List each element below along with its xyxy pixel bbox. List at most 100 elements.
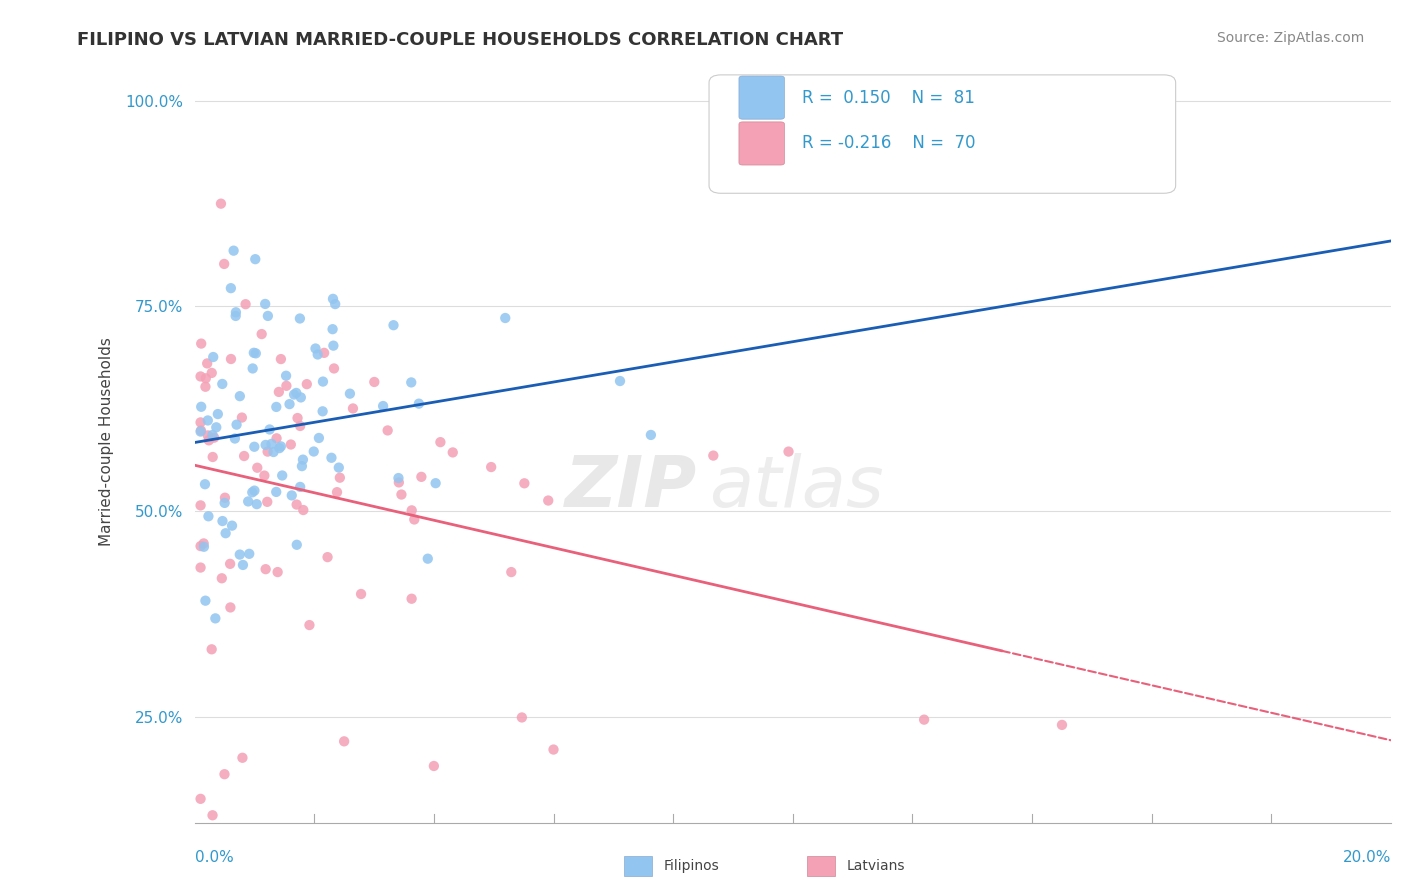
Point [254, 562, 277, 576]
Point [214, 496, 236, 510]
Point [291, 459, 314, 474]
Point [194, 477, 217, 491]
Point [316, 550, 339, 565]
Point [207, 407, 229, 421]
Text: R = -0.216    N =  70: R = -0.216 N = 70 [803, 135, 976, 153]
Point [232, 558, 254, 572]
Point [246, 460, 269, 475]
Point [342, 401, 364, 416]
Point [243, 346, 266, 360]
Point [543, 742, 565, 756]
Point [276, 379, 298, 393]
Point [401, 591, 423, 606]
Point [408, 397, 430, 411]
Point [266, 431, 288, 445]
Point [193, 540, 215, 554]
Point [304, 342, 326, 356]
Point [298, 618, 321, 632]
Point [510, 710, 533, 724]
Point [323, 297, 346, 311]
Point [243, 483, 266, 498]
Y-axis label: Married-couple Households: Married-couple Households [100, 337, 114, 546]
Point [219, 557, 242, 571]
Point [321, 450, 343, 465]
Point [501, 565, 523, 579]
Point [281, 488, 304, 502]
Point [194, 371, 217, 385]
Point [404, 512, 426, 526]
Point [283, 387, 305, 401]
FancyBboxPatch shape [740, 122, 785, 165]
Point [242, 361, 264, 376]
FancyBboxPatch shape [740, 76, 785, 120]
Point [266, 400, 288, 414]
Point [285, 498, 308, 512]
Point [211, 376, 233, 391]
Point [314, 346, 336, 360]
Point [225, 309, 247, 323]
Point [222, 244, 245, 258]
Point [219, 351, 242, 366]
Point [201, 366, 224, 380]
Point [250, 327, 273, 342]
Text: atlas: atlas [709, 453, 883, 522]
Point [201, 808, 224, 822]
Point [329, 471, 352, 485]
Point [202, 350, 225, 364]
Point [416, 551, 439, 566]
Point [257, 309, 280, 323]
Point [190, 424, 212, 438]
Point [388, 475, 411, 490]
Point [429, 435, 451, 450]
Point [285, 386, 308, 401]
Point [323, 361, 346, 376]
Point [246, 497, 269, 511]
Point [256, 444, 278, 458]
Point [225, 417, 247, 432]
Point [194, 380, 217, 394]
Point [280, 437, 302, 451]
Text: Filipinos: Filipinos [664, 859, 720, 873]
Point [190, 539, 212, 553]
Point [190, 400, 212, 414]
Point [197, 509, 219, 524]
Point [214, 491, 236, 505]
Point [513, 476, 536, 491]
Point [201, 642, 224, 657]
Point [266, 565, 288, 579]
Point [377, 424, 399, 438]
Point [399, 376, 422, 390]
Point [197, 428, 219, 442]
Text: FILIPINO VS LATVIAN MARRIED-COUPLE HOUSEHOLDS CORRELATION CHART: FILIPINO VS LATVIAN MARRIED-COUPLE HOUSE… [77, 31, 844, 49]
Point [339, 386, 361, 401]
Point [211, 571, 233, 585]
Point [221, 518, 243, 533]
Point [256, 495, 278, 509]
Point [224, 432, 246, 446]
Point [609, 374, 631, 388]
Point [264, 484, 287, 499]
Point [259, 422, 281, 436]
Point [201, 428, 224, 442]
Point [269, 441, 291, 455]
Point [702, 449, 724, 463]
Point [205, 420, 228, 434]
Point [288, 311, 311, 326]
Point [267, 384, 290, 399]
Point [194, 593, 217, 607]
Point [193, 536, 215, 550]
Point [425, 476, 447, 491]
Point [308, 431, 330, 445]
Point [233, 449, 256, 463]
Point [190, 336, 212, 351]
Point [371, 399, 394, 413]
Text: R =  0.150    N =  81: R = 0.150 N = 81 [803, 88, 976, 107]
Point [253, 468, 276, 483]
Point [238, 547, 260, 561]
Point [322, 322, 344, 336]
Point [537, 493, 560, 508]
Point [411, 470, 433, 484]
Point [441, 445, 464, 459]
Point [387, 471, 409, 485]
Point [391, 487, 413, 501]
